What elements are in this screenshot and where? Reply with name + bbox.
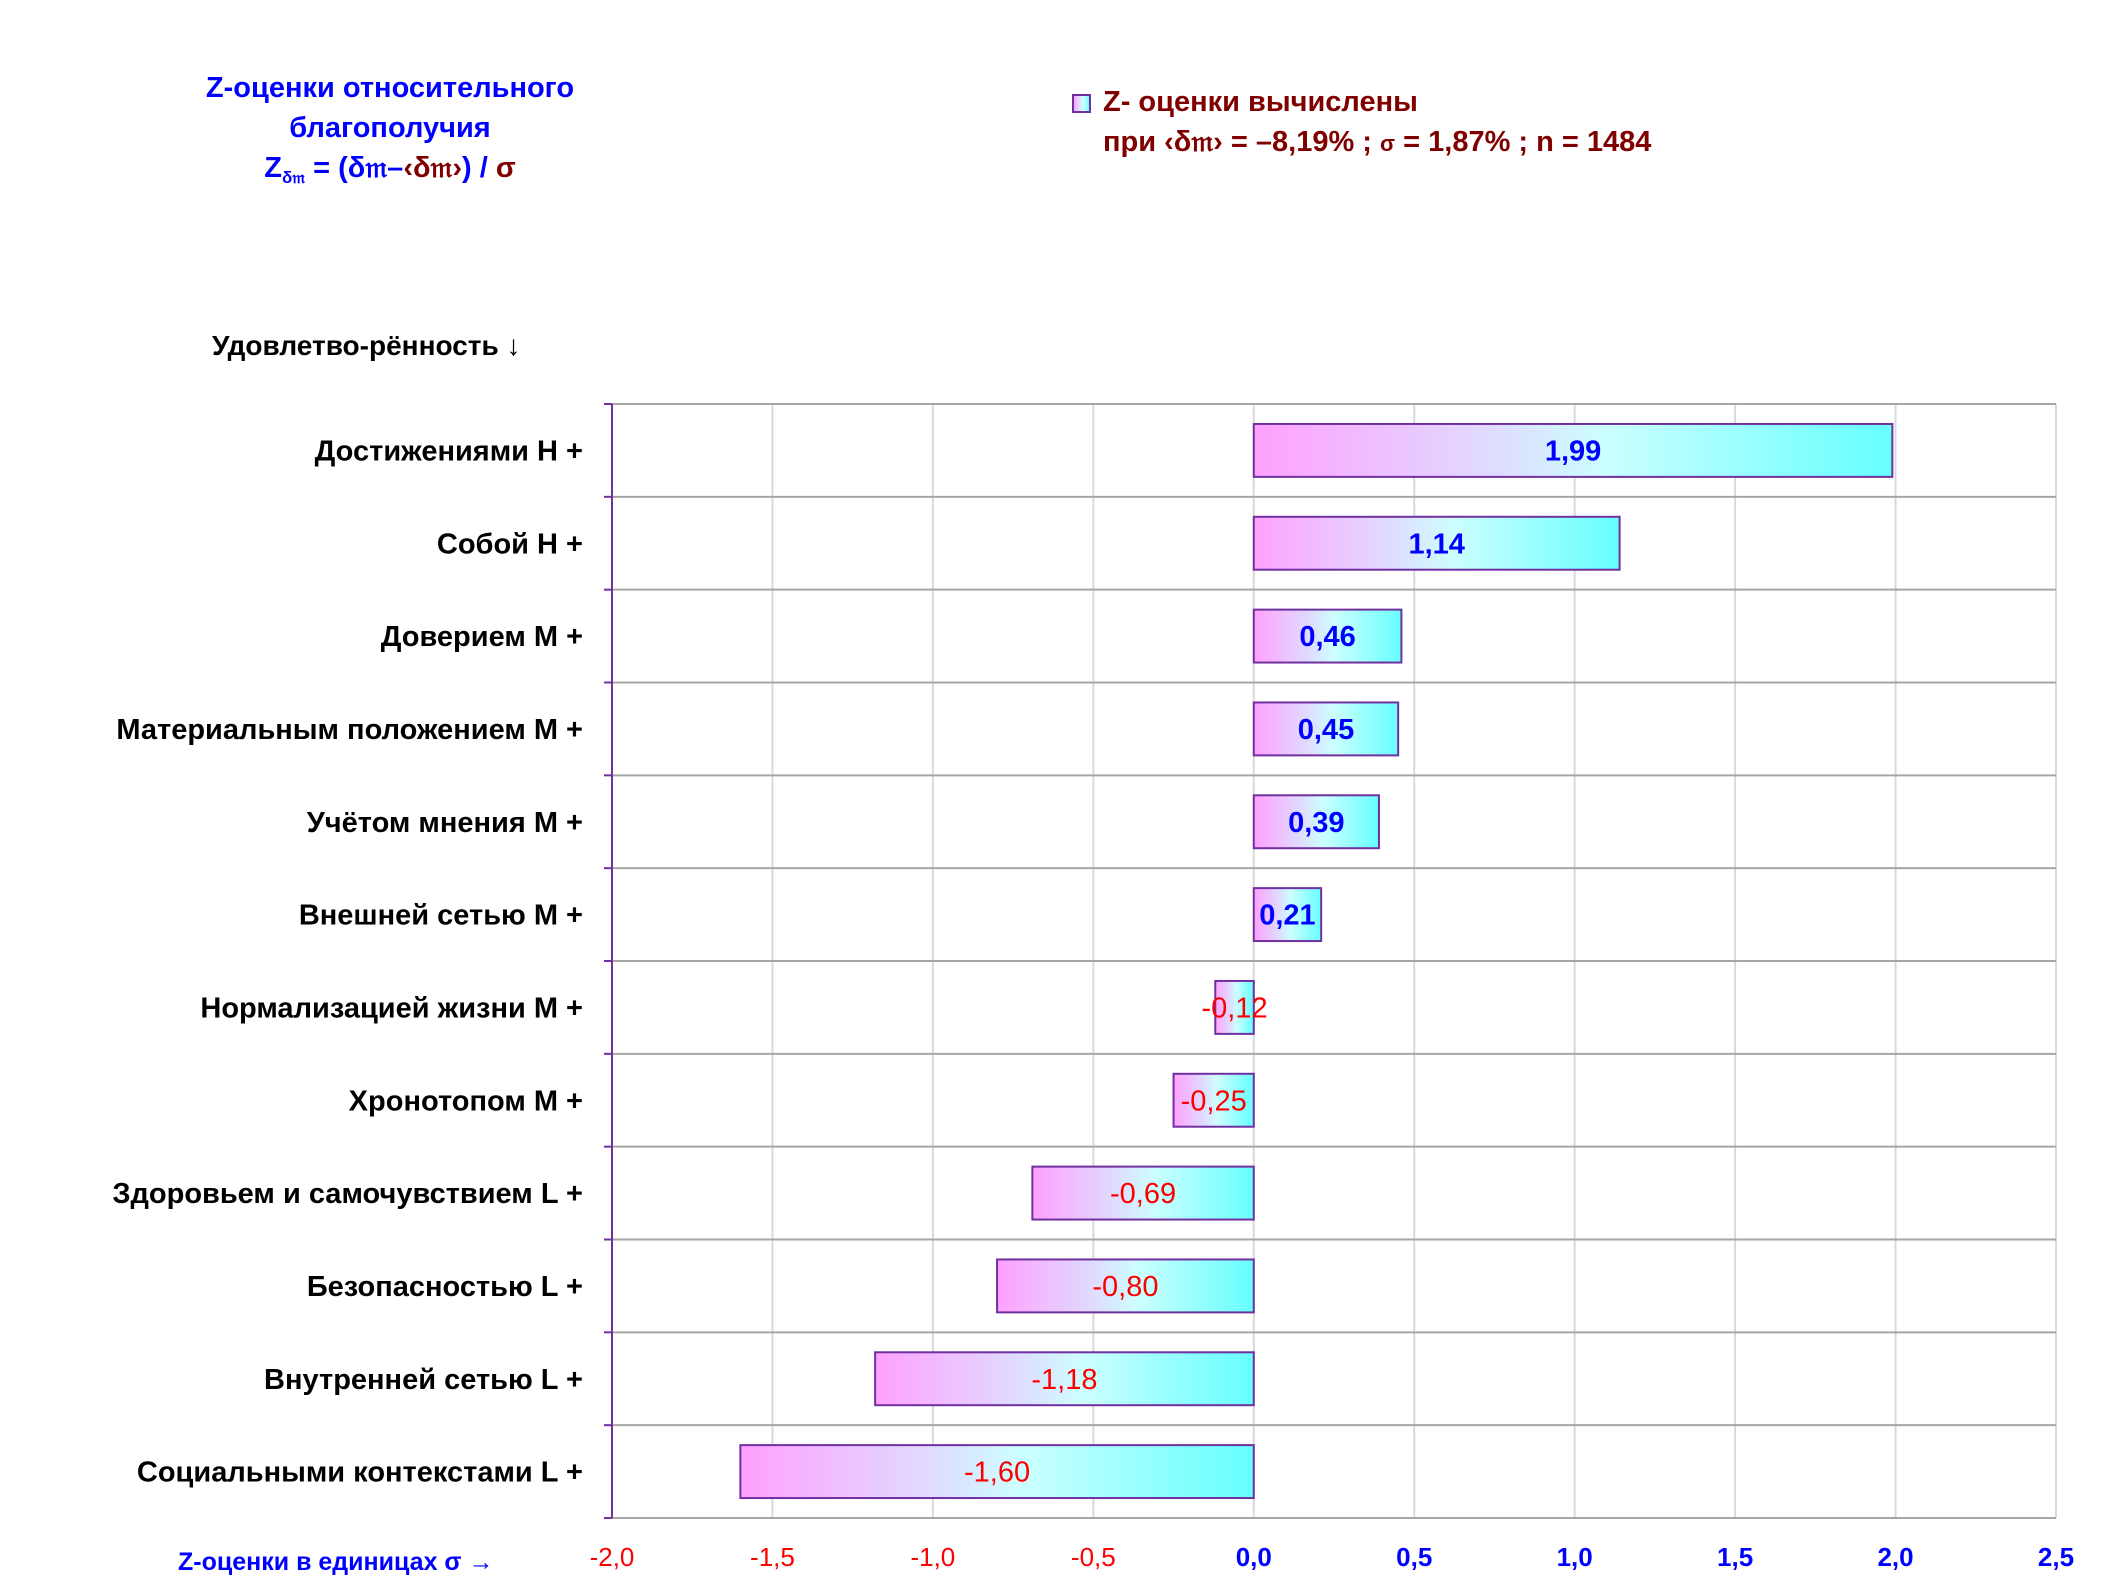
bar-value-label: -0,12 [1201, 992, 1267, 1024]
title-formula: Zδ𝔪 = (δ𝔪–‹δ𝔪›) / σ [150, 148, 630, 198]
category-labels: Достижениями Н + Собой Н + Доверием М + Мат… [112, 435, 583, 1488]
x-tick-label: 1,5 [1717, 1542, 1753, 1572]
formula-mean: ‹δ𝔪› [403, 152, 463, 184]
legend-sigma-n: = 1,87% ; n = 1484 [1395, 126, 1652, 158]
formula-subscript: δ𝔪 [281, 168, 306, 187]
category-label: Социальными контекстами L + [137, 1457, 583, 1489]
x-tick-label: -1,5 [750, 1542, 795, 1572]
bar-value-label: 1,14 [1408, 528, 1464, 560]
formula-z: Z [264, 152, 282, 184]
x-tick-label: 1,0 [1557, 1542, 1593, 1572]
legend-swatch-icon [1072, 94, 1091, 113]
legend-series-label: Z- оценки вычислены [1103, 86, 1418, 118]
bar-value-label: -0,69 [1110, 1178, 1176, 1210]
category-label: Здоровьем и самочувствием L + [112, 1178, 583, 1210]
grid [612, 403, 2057, 1519]
category-label: Внутренней сетью L + [264, 1364, 583, 1396]
x-tick-labels: -2,0 -1,5 -1,0 -0,5 0,0 0,5 1,0 1,5 2,0 2,5 [590, 1542, 2074, 1572]
bar-value-label: -1,18 [1031, 1364, 1097, 1396]
legend-mean: при ‹δ𝔪› = –8,19% ; [1103, 126, 1381, 158]
category-label: Внешней сетью М + [299, 900, 583, 932]
formula-sigma: σ [495, 152, 516, 184]
bar [739, 1444, 1255, 1500]
y-axis [604, 403, 613, 1519]
formula-eq: = (δ𝔪– [305, 152, 404, 184]
bar [1252, 608, 1403, 664]
category-label: Материальным положением М + [116, 714, 583, 746]
category-label: Нормализацией жизни М + [200, 992, 583, 1024]
bar-value-label: -0,25 [1181, 1085, 1247, 1117]
bar-value-label: 0,39 [1288, 807, 1344, 839]
category-label: Доверием М + [381, 621, 583, 653]
y-axis-title: Удовлетво-рённость ↓ [212, 330, 521, 361]
bar-value-label: 0,46 [1299, 621, 1355, 653]
x-tick-label: -2,0 [590, 1542, 635, 1572]
bar-value-label: 0,21 [1259, 900, 1315, 932]
legend-sigma: σ [1380, 131, 1396, 156]
bar-value-label: 0,45 [1298, 714, 1354, 746]
bar [1252, 422, 1894, 478]
bar-value-label: -1,60 [964, 1457, 1030, 1489]
category-label: Собой Н + [437, 528, 583, 560]
bar [1252, 794, 1380, 850]
bar [1252, 887, 1323, 943]
x-tick-label: 0,0 [1236, 1542, 1272, 1572]
x-tick-label: 0,5 [1396, 1542, 1432, 1572]
bar [996, 1258, 1255, 1314]
bars: 1,99 1,14 0,46 0,45 0,39 0,21 -0,12 -0,25 -0,69 -… [739, 422, 1894, 1500]
x-tick-label: 2,0 [1877, 1542, 1913, 1572]
x-tick-label: -0,5 [1071, 1542, 1116, 1572]
bar-value-label: 1,99 [1545, 435, 1601, 467]
bar [1172, 1072, 1255, 1128]
x-tick-label: -1,0 [910, 1542, 955, 1572]
bar-value-label: -0,80 [1092, 1271, 1158, 1303]
bar [1252, 515, 1621, 571]
bar [874, 1351, 1255, 1407]
formula-close: ) / [462, 152, 496, 184]
x-axis-title: Z-оценки в единицах σ → [178, 1548, 494, 1576]
category-label: Безопасностью L + [307, 1271, 583, 1303]
chart-title: Z-оценки относительного благополучия Zδ𝔪… [150, 68, 630, 198]
category-label: Достижениями Н + [315, 435, 583, 467]
x-tick-label: 2,5 [2038, 1542, 2074, 1572]
title-line-2: благополучия [289, 112, 491, 144]
category-label: Учётом мнения М + [307, 807, 583, 839]
legend-stats: при ‹δ𝔪› = –8,19% ; σ = 1,87% ; n = 1484 [1103, 122, 1651, 164]
title-line-1: Z-оценки относительного [205, 72, 575, 104]
bar [1252, 701, 1400, 757]
bar [1031, 1165, 1255, 1221]
bar [1214, 979, 1255, 1035]
category-label: Хронотопом М + [349, 1085, 583, 1117]
